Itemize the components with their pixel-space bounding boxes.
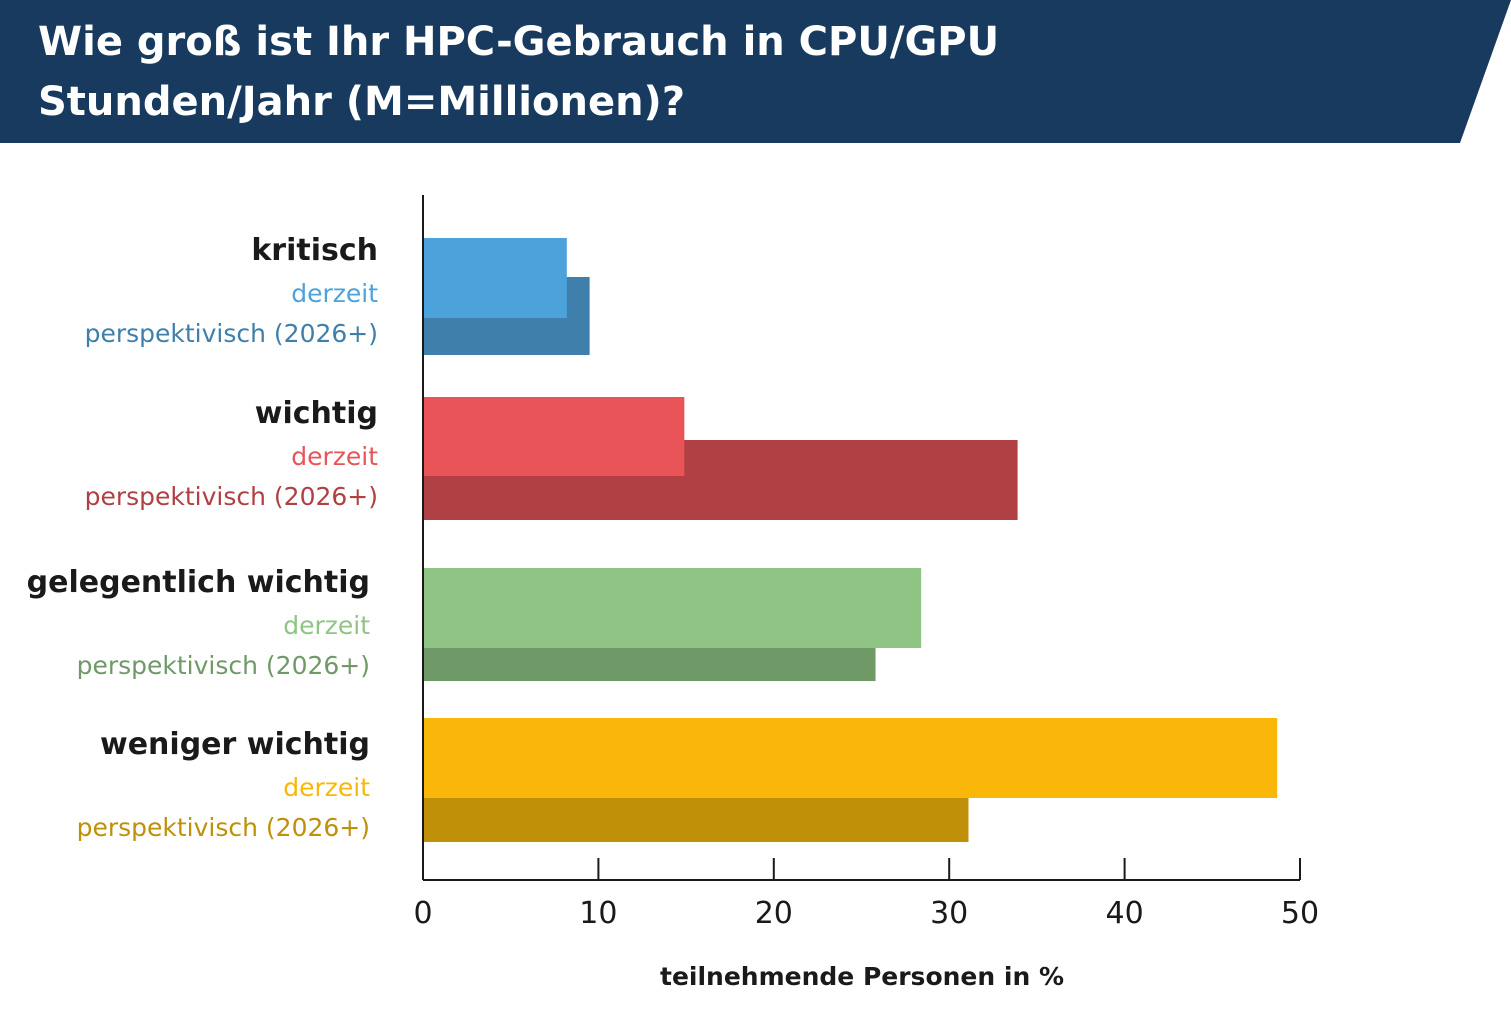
x-tick-label: 50 [1281,896,1319,931]
series-label-wichtig-derzeit: derzeit [291,442,378,471]
bar-kritisch-derzeit [423,238,567,318]
title-banner-background [0,0,1511,143]
category-label-wichtig: wichtig [255,396,378,431]
chart-title-line-1: Wie groß ist Ihr HPC-Gebrauch in CPU/GPU [38,19,999,65]
x-axis: 0 10 20 30 40 50 [413,195,1319,931]
series-label-gelegentlich-wichtig-perspektivisch: perspektivisch (2026+) [77,651,370,680]
series-label-wichtig-perspektivisch: perspektivisch (2026+) [85,482,378,511]
bar-wichtig-derzeit [423,397,685,476]
series-label-weniger-wichtig-perspektivisch: perspektivisch (2026+) [77,813,370,842]
chart-title-line-2: Stunden/Jahr (M=Millionen)? [38,79,685,125]
x-tick-label: 0 [413,896,432,931]
series-label-gelegentlich-wichtig-derzeit: derzeit [283,611,370,640]
bar-gelegentlich-wichtig-perspektivisch [423,648,876,681]
x-tick-label: 30 [930,896,968,931]
bar-gelegentlich-wichtig-derzeit [423,568,922,648]
x-axis-title: teilnehmende Personen in % [660,962,1064,991]
bar-weniger-wichtig-perspektivisch [423,798,969,842]
bars-layer [423,238,1278,842]
title-banner: Wie groß ist Ihr HPC-Gebrauch in CPU/GPU… [0,0,1511,143]
x-tick-label: 10 [579,896,617,931]
category-label-weniger-wichtig: weniger wichtig [100,727,370,762]
category-labels-layer: kritisch derzeit perspektivisch (2026+) wic… [27,233,379,842]
series-label-weniger-wichtig-derzeit: derzeit [283,773,370,802]
category-label-kritisch: kritisch [251,233,378,268]
series-label-kritisch-derzeit: derzeit [291,279,378,308]
bar-weniger-wichtig-derzeit [423,718,1278,798]
x-tick-label: 20 [755,896,793,931]
x-tick-label: 40 [1106,896,1144,931]
category-label-gelegentlich-wichtig: gelegentlich wichtig [27,565,370,600]
series-label-kritisch-perspektivisch: perspektivisch (2026+) [85,319,378,348]
